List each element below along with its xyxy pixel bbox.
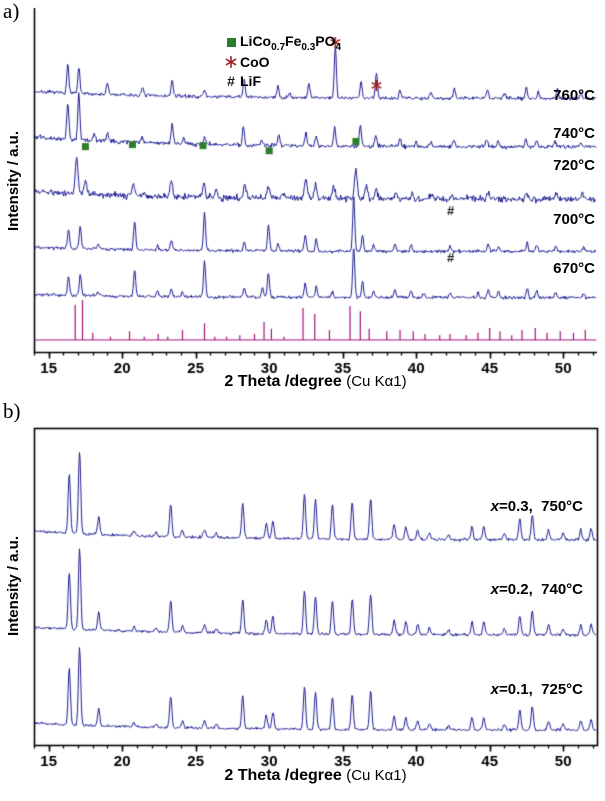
series-label-part: =0.1, 725°C <box>499 681 583 699</box>
legend-label-part: 4 <box>335 41 342 53</box>
series-label-part: 670°C <box>553 260 595 278</box>
panel-letter-b: b) <box>3 399 21 423</box>
legend-item-coo: CoO <box>222 52 341 71</box>
series-label-part: 760°C <box>553 86 595 104</box>
x-axis-label-bold: 2 Theta /degree <box>224 767 342 784</box>
series-label-part: 740°C <box>553 124 595 142</box>
y-axis-label-a: Intensity / a.u. <box>5 130 22 232</box>
x-axis-label-normal: (Cu Kα1) <box>346 767 407 784</box>
legend-label: LiCo0.7Fe0.3PO4 <box>240 33 341 53</box>
legend-item-licofepo4: LiCo0.7Fe0.3PO4 <box>222 33 341 52</box>
series-label: 760°C <box>553 87 595 105</box>
x-axis-label-bold: 2 Theta /degree <box>224 373 342 390</box>
series-label: 740°C <box>553 125 595 143</box>
filled-square-icon <box>222 38 240 47</box>
series-label: x=0.2, 740°C <box>491 581 583 599</box>
series-label: x=0.1, 725°C <box>491 681 583 699</box>
legend-label-part: LiCo <box>240 32 272 49</box>
x-axis-label-normal: (Cu Kα1) <box>346 373 407 390</box>
series-label-part: x <box>490 498 500 516</box>
panel-b: b) Intensity / a.u. 2 Theta /degree (Cu … <box>0 400 605 801</box>
panel-letter-a: a) <box>3 0 20 23</box>
xrd-plot-b <box>0 400 605 768</box>
legend: LiCo0.7Fe0.3PO4 CoO # LiF <box>222 33 341 90</box>
series-label-part: =0.2, 740°C <box>499 580 583 598</box>
hash-icon: # <box>227 72 235 89</box>
legend-label-part: PO <box>315 32 336 49</box>
series-label-part: =0.3, 750°C <box>499 498 583 516</box>
xrd-plot-a <box>0 0 605 374</box>
series-label-part: 720°C <box>553 157 595 175</box>
series-label: 670°C <box>553 260 595 278</box>
legend-item-lif: # LiF <box>222 71 341 90</box>
series-label: 700°C <box>553 211 595 229</box>
asterisk-icon <box>222 55 240 68</box>
y-axis-label-b: Intensity / a.u. <box>5 535 22 637</box>
series-label-part: 700°C <box>553 210 595 228</box>
legend-label: LiF <box>240 72 261 89</box>
legend-label-part: 0.3 <box>301 41 316 53</box>
series-label: 720°C <box>553 157 595 175</box>
series-label-part: x <box>490 681 500 699</box>
legend-label: CoO <box>240 53 270 70</box>
legend-label-part: Fe <box>285 32 302 49</box>
panel-a: a) Intensity / a.u. 2 Theta /degree (Cu … <box>0 0 605 400</box>
series-label-part: x <box>490 580 500 598</box>
x-axis-label-b: 2 Theta /degree (Cu Kα1) <box>34 766 597 786</box>
series-label: x=0.3, 750°C <box>491 498 583 516</box>
legend-label-part: 0.7 <box>271 41 286 53</box>
x-axis-label-a: 2 Theta /degree (Cu Kα1) <box>34 372 597 392</box>
